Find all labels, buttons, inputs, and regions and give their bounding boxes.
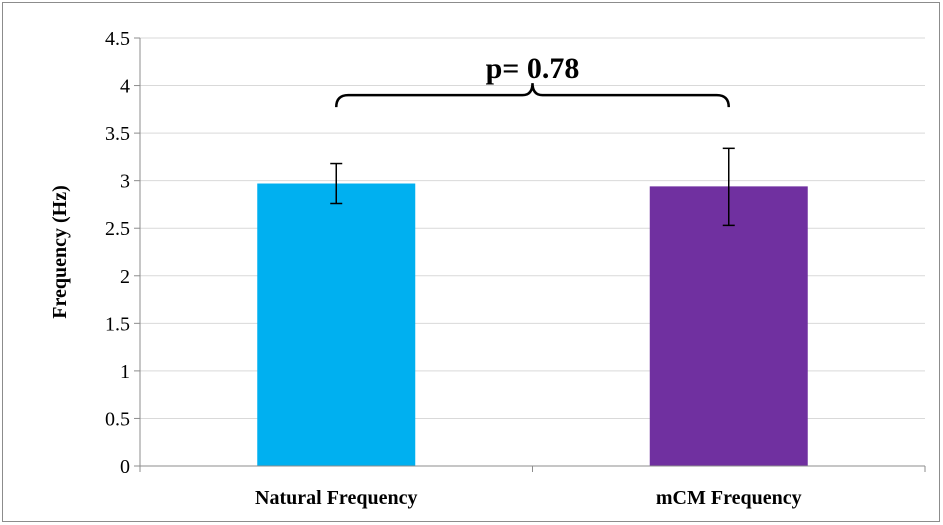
bar — [649, 186, 808, 466]
y-tick-label: 3.5 — [105, 123, 130, 145]
y-tick-label: 4.5 — [105, 28, 130, 50]
error-bars — [330, 147, 735, 227]
labels: 0 0.5 1 1.5 2 2.5 3 3.5 4 4.5 Natural Frequency mCM… — [105, 28, 802, 509]
p-value-annotation: p= 0.78 — [486, 52, 580, 85]
y-tick-label: 1 — [120, 361, 130, 383]
y-tick-label: 0 — [120, 456, 130, 478]
annotation: p= 0.78 — [335, 52, 730, 108]
x-category-label: Natural Frequency — [255, 487, 417, 509]
bar — [257, 183, 416, 466]
y-tick-label: 2.5 — [105, 218, 130, 240]
y-tick-label: 2 — [120, 266, 130, 288]
y-axis-title: Frequency (Hz) — [49, 185, 71, 319]
significance-bracket — [335, 83, 730, 108]
y-tick-label: 4 — [120, 76, 130, 98]
x-category-label: mCM Frequency — [656, 487, 802, 509]
y-tick-label: 1.5 — [105, 313, 130, 335]
y-tick-label: 0.5 — [105, 408, 130, 430]
bars — [257, 183, 808, 466]
y-tick-label: 3 — [120, 171, 130, 193]
axes — [134, 37, 926, 472]
